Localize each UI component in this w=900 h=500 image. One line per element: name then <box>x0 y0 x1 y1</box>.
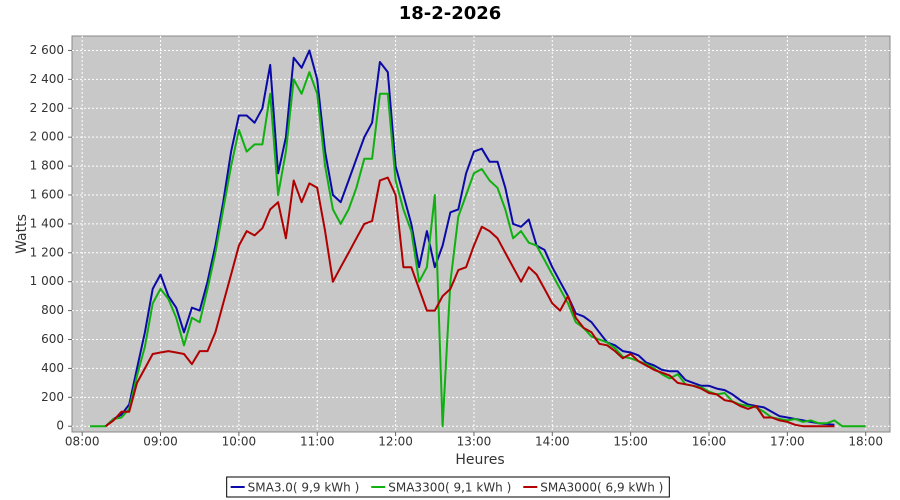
chart-title: 18-2-2026 <box>399 3 502 24</box>
x-tick-label: 12:00 <box>378 435 413 449</box>
x-tick-label: 18:00 <box>848 435 883 449</box>
y-tick-label: 0 <box>56 419 64 433</box>
x-tick-label: 14:00 <box>535 435 570 449</box>
y-tick-label: 1 200 <box>30 245 64 259</box>
legend-label: SMA3.0( 9,9 kWh ) <box>248 481 360 495</box>
y-tick-label: 400 <box>41 361 64 375</box>
x-tick-label: 15:00 <box>613 435 648 449</box>
y-tick-label: 800 <box>41 303 64 317</box>
series-line <box>105 176 835 428</box>
x-tick-label: 17:00 <box>770 435 805 449</box>
y-tick-label: 1 000 <box>30 274 64 288</box>
x-tick-label: 11:00 <box>300 435 335 449</box>
y-axis-label: Watts <box>14 214 30 254</box>
legend-label: SMA3000( 6,9 kWh ) <box>540 481 663 495</box>
y-tick-label: 2 200 <box>30 101 64 115</box>
x-tick-label: 10:00 <box>222 435 257 449</box>
y-tick-label: 1 600 <box>30 187 64 201</box>
x-tick-label: 16:00 <box>692 435 727 449</box>
y-tick-label: 2 000 <box>30 130 64 144</box>
legend: SMA3.0( 9,9 kWh ) SMA3300( 9,1 kWh ) SMA30… <box>226 476 670 498</box>
y-tick-label: 2 400 <box>30 72 64 86</box>
legend-box <box>226 476 670 498</box>
y-tick-label: 200 <box>41 390 64 404</box>
x-axis-label: Heures <box>455 452 504 468</box>
series-line <box>105 49 835 427</box>
x-tick-label: 09:00 <box>143 435 178 449</box>
y-tick-label: 1 400 <box>30 216 64 230</box>
y-tick-label: 1 800 <box>30 159 64 173</box>
x-tick-label: 08:00 <box>65 435 100 449</box>
legend-label: SMA3300( 9,1 kWh ) <box>388 481 511 495</box>
x-tick-label: 13:00 <box>457 435 492 449</box>
plot-area <box>71 35 891 433</box>
y-tick-label: 2 600 <box>30 43 64 57</box>
y-tick-label: 600 <box>41 332 64 346</box>
